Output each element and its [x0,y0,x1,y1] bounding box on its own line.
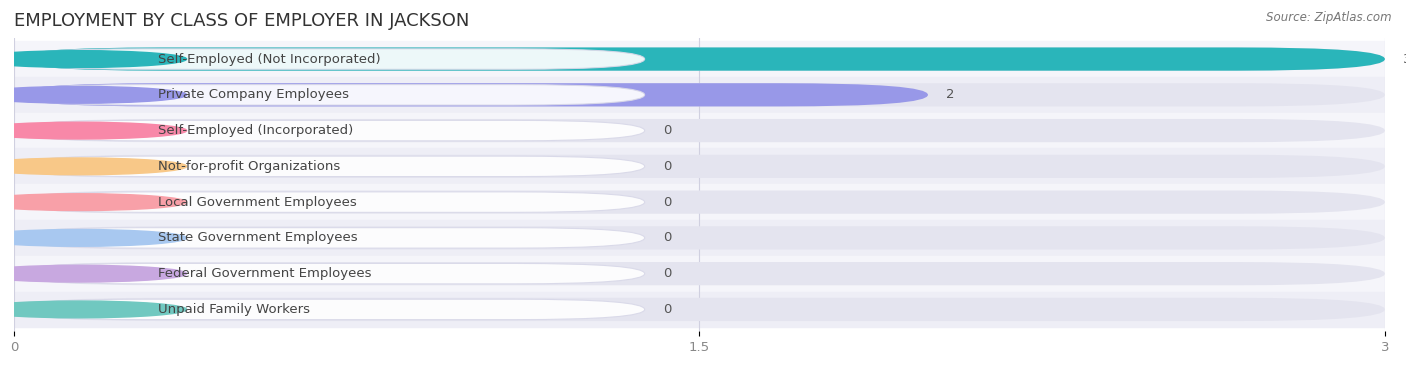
Bar [14,184,1385,220]
Text: Private Company Employees: Private Company Employees [157,88,349,101]
FancyBboxPatch shape [14,83,928,106]
FancyBboxPatch shape [14,85,644,105]
FancyBboxPatch shape [14,262,1385,285]
Text: 3: 3 [1403,53,1406,65]
Text: Source: ZipAtlas.com: Source: ZipAtlas.com [1267,11,1392,24]
Text: 0: 0 [664,267,671,280]
Circle shape [0,265,187,282]
Bar [14,291,1385,327]
FancyBboxPatch shape [14,192,644,212]
Circle shape [0,301,187,318]
FancyBboxPatch shape [14,264,644,284]
Circle shape [0,158,187,175]
Text: 0: 0 [664,231,671,244]
Text: EMPLOYMENT BY CLASS OF EMPLOYER IN JACKSON: EMPLOYMENT BY CLASS OF EMPLOYER IN JACKS… [14,12,470,30]
Bar [14,220,1385,256]
FancyBboxPatch shape [14,299,644,320]
Text: 0: 0 [664,124,671,137]
Circle shape [0,51,187,67]
Text: Local Government Employees: Local Government Employees [157,196,357,209]
Text: Self-Employed (Not Incorporated): Self-Employed (Not Incorporated) [157,53,381,65]
FancyBboxPatch shape [14,191,1385,214]
Bar [14,77,1385,113]
Text: Self-Employed (Incorporated): Self-Employed (Incorporated) [157,124,353,137]
Text: 0: 0 [664,303,671,316]
Text: Unpaid Family Workers: Unpaid Family Workers [157,303,309,316]
FancyBboxPatch shape [14,226,1385,250]
Text: 0: 0 [664,160,671,173]
Circle shape [0,194,187,211]
FancyBboxPatch shape [14,155,1385,178]
Text: 0: 0 [664,196,671,209]
Text: State Government Employees: State Government Employees [157,231,357,244]
Circle shape [0,122,187,139]
Circle shape [0,229,187,246]
Bar [14,41,1385,77]
Circle shape [0,86,187,103]
FancyBboxPatch shape [14,47,1385,71]
FancyBboxPatch shape [14,83,1385,106]
FancyBboxPatch shape [14,120,644,141]
FancyBboxPatch shape [14,119,1385,142]
Bar [14,256,1385,291]
Bar [14,113,1385,149]
Bar [14,149,1385,184]
Text: 2: 2 [946,88,955,101]
Text: Federal Government Employees: Federal Government Employees [157,267,371,280]
FancyBboxPatch shape [14,227,644,248]
FancyBboxPatch shape [14,49,644,69]
FancyBboxPatch shape [14,47,1385,71]
Text: Not-for-profit Organizations: Not-for-profit Organizations [157,160,340,173]
FancyBboxPatch shape [14,156,644,177]
FancyBboxPatch shape [14,298,1385,321]
